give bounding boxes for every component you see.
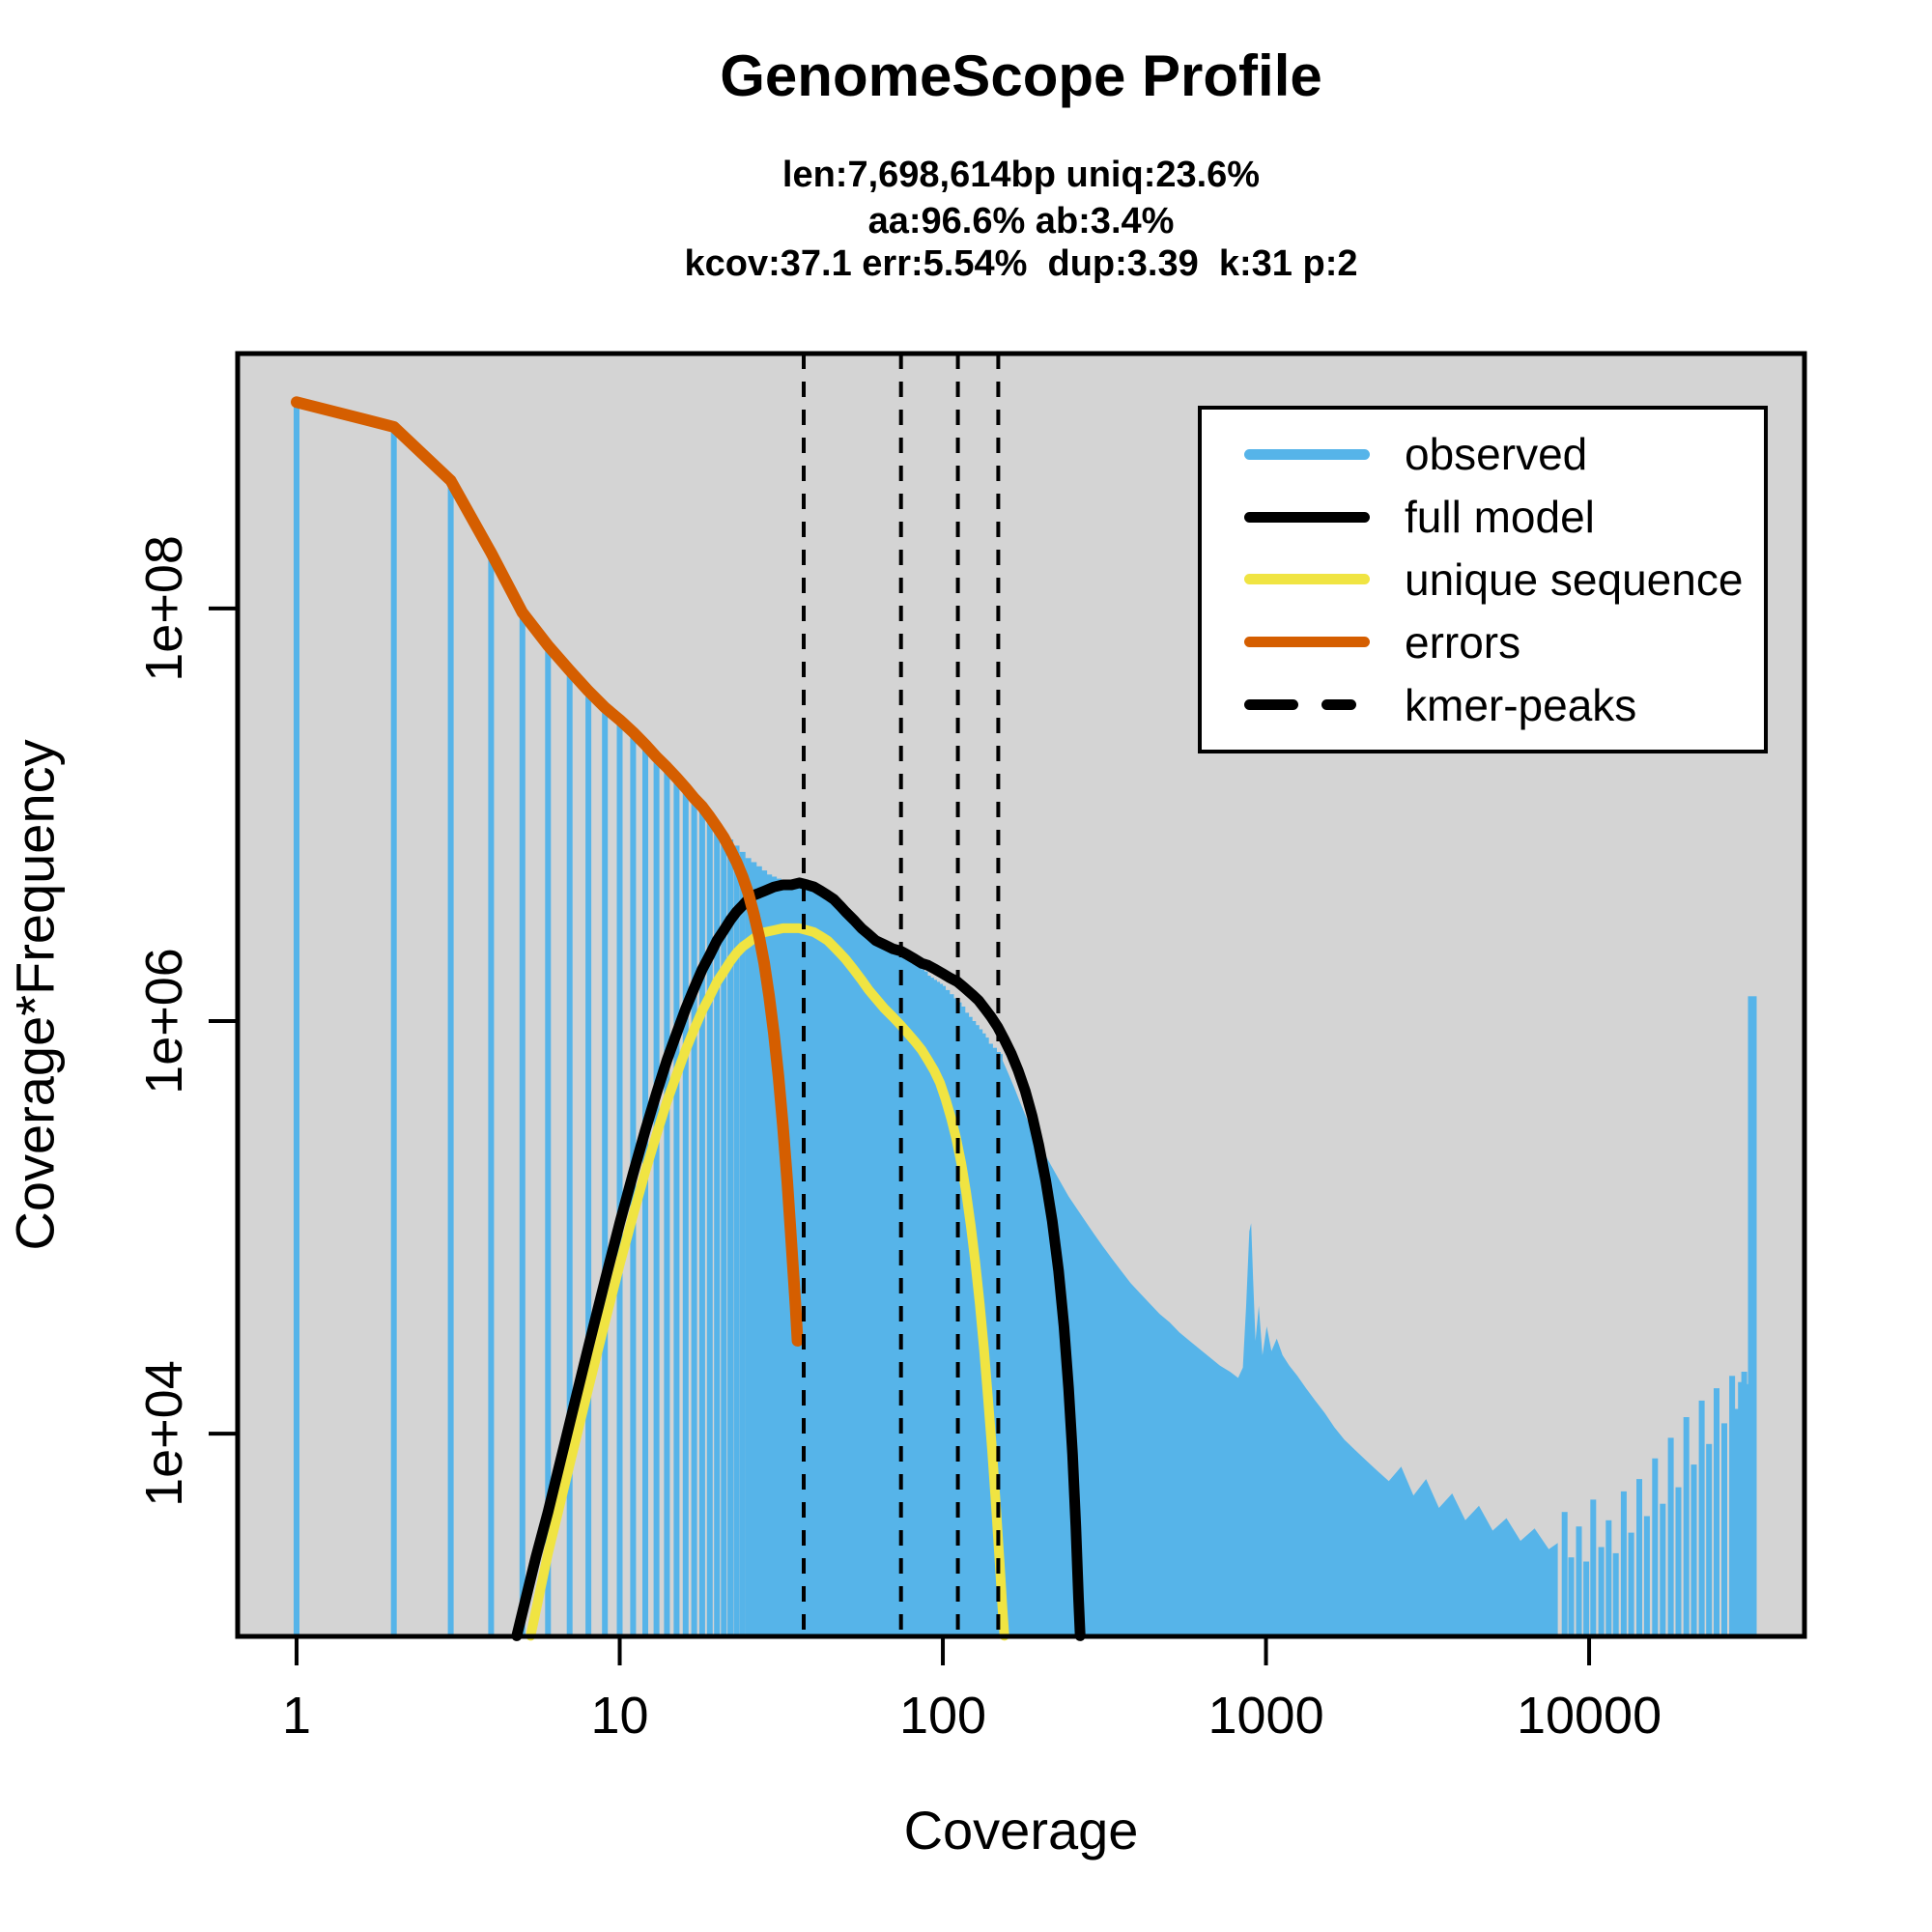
legend-item-observed: observed <box>1244 428 1754 480</box>
legend-label: errors <box>1405 616 1521 668</box>
legend-item-full-model: full model <box>1244 491 1754 543</box>
kmer-peak-lines <box>802 354 1001 1636</box>
plot-border <box>235 351 1807 1639</box>
x-tick-label: 100 <box>899 1687 986 1745</box>
x-tick-label: 1000 <box>1208 1687 1323 1745</box>
legend-item-errors: errors <box>1244 616 1754 668</box>
observed-max-coverage-spike <box>1747 996 1757 1636</box>
x-axis-label: Coverage <box>903 1800 1139 1861</box>
legend-item-unique-sequence: unique sequence <box>1244 554 1754 606</box>
x-tick-label: 1 <box>282 1687 311 1745</box>
full-model-curve <box>511 877 1086 1641</box>
legend-label: observed <box>1405 429 1588 480</box>
legend-label: kmer-peaks <box>1405 679 1637 730</box>
subtitle-model-stats: kcov:37.1 err:5.54% dup:3.39 k:31 p:2 <box>684 243 1358 284</box>
legend-label: unique sequence <box>1405 554 1744 605</box>
observed-sparse-bars <box>1561 1372 1750 1636</box>
x-tick-label: 10 <box>590 1687 648 1745</box>
kmer-peaks-dashed-swatch <box>1244 699 1370 711</box>
errors-curve <box>291 396 804 1347</box>
observed-line-swatch <box>1244 448 1370 460</box>
full-model-line-swatch <box>1244 511 1370 523</box>
unique-sequence-curve <box>526 923 1009 1641</box>
x-axis: 1 10 100 1000 10000 <box>282 1636 1662 1745</box>
y-tick-label: 1e+04 <box>135 1360 193 1507</box>
y-axis: 1e+04 1e+06 1e+08 <box>135 535 238 1507</box>
legend-item-kmer-peaks: kmer-peaks <box>1244 679 1754 731</box>
errors-line-swatch <box>1244 637 1370 648</box>
page-title: GenomeScope Profile <box>720 43 1322 108</box>
unique-sequence-line-swatch <box>1244 574 1370 585</box>
y-axis-label: Coverage*Frequency <box>4 739 66 1251</box>
legend-box: observed full model unique sequence erro… <box>1198 406 1768 753</box>
legend-label: full model <box>1405 492 1595 543</box>
subtitle-genome-stats: len:7,698,614bp uniq:23.6% <box>781 155 1261 195</box>
y-tick-label: 1e+08 <box>135 535 193 682</box>
observed-tail-area <box>999 1054 1558 1636</box>
y-tick-label: 1e+06 <box>135 948 193 1094</box>
subtitle-homozygosity-stats: aa:96.6% ab:3.4% <box>867 201 1175 242</box>
x-tick-label: 10000 <box>1517 1687 1662 1745</box>
